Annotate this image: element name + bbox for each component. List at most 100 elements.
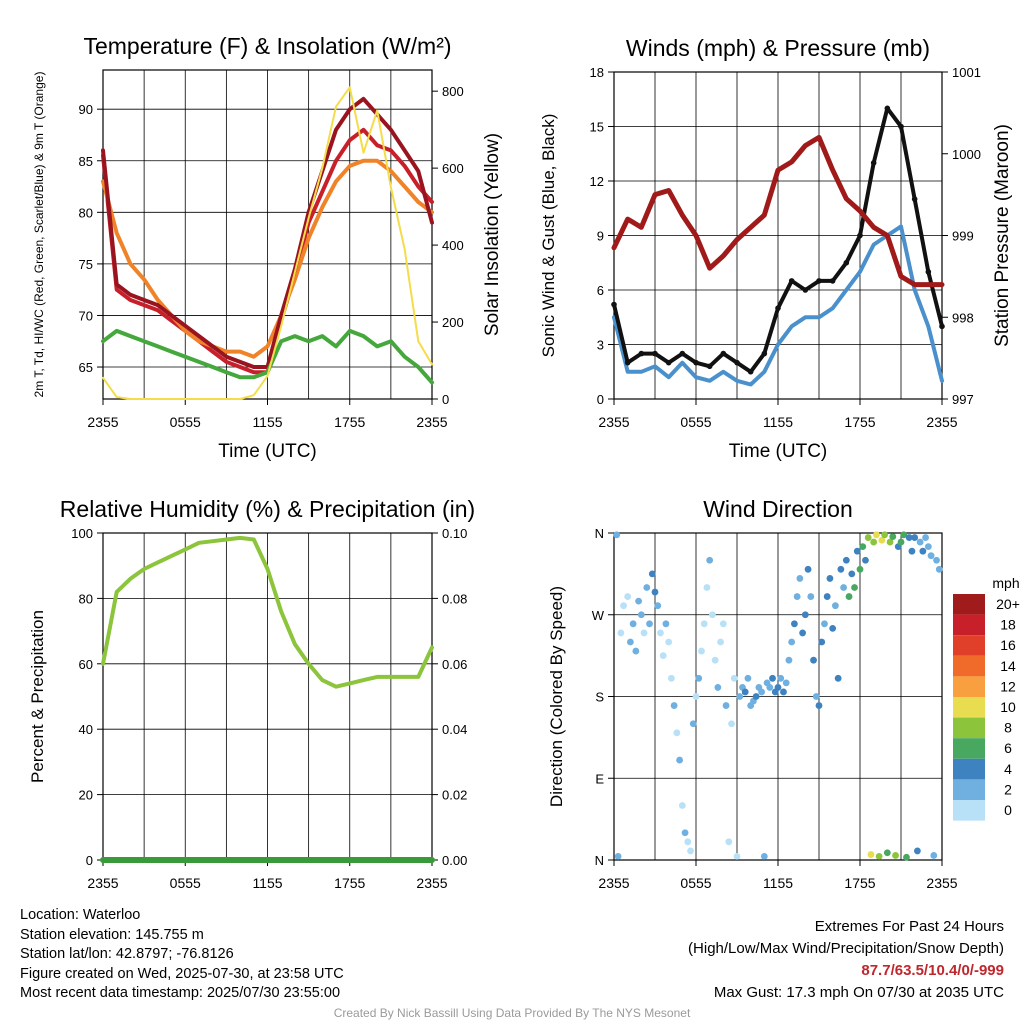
direction-point (681, 829, 689, 837)
gust-point (720, 350, 727, 357)
direction-point (900, 531, 908, 539)
gust-point (665, 359, 672, 366)
direction-point (654, 602, 662, 610)
x-axis-label: Time (UTC) (218, 441, 317, 462)
direction-point (935, 565, 943, 573)
series-line-solar (102, 86, 433, 400)
x-axis-label: Time (UTC) (729, 441, 828, 462)
y-tick-label-left: 18 (590, 65, 604, 80)
direction-point (613, 531, 621, 539)
y-tick-label-left: 20 (79, 788, 93, 803)
y-axis-label-right: Station Pressure (Maroon) (992, 124, 1013, 347)
y-axis-label-left: Sonic Wind & Gust (Blue, Black) (539, 114, 558, 358)
direction-point (845, 593, 853, 600)
y-tick-label-right: 999 (952, 229, 974, 244)
gust-point (747, 368, 754, 375)
y-axis-label-right: Solar Insolation (Yellow) (482, 133, 503, 336)
gust-point (624, 359, 631, 366)
direction-point (908, 547, 916, 555)
direction-point (617, 629, 625, 637)
direction-point (919, 547, 927, 555)
direction-point (668, 674, 675, 682)
chart-title: Wind Direction (703, 496, 853, 522)
direction-point (725, 838, 733, 846)
colorbar-swatch (953, 614, 985, 636)
y-tick-label-right: 997 (952, 392, 974, 407)
direction-point (818, 638, 826, 646)
colorbar-label: 4 (1004, 761, 1012, 777)
direction-point (741, 688, 749, 696)
y-tick-label-left: 80 (79, 205, 93, 220)
direction-tick-label: N (595, 853, 604, 868)
x-tick-label: 1155 (763, 875, 793, 891)
direction-point (864, 534, 872, 541)
x-tick-label: 2355 (926, 414, 957, 430)
gust-point (884, 105, 891, 112)
direction-point (632, 647, 640, 655)
direction-point (799, 629, 806, 637)
direction-point (875, 852, 883, 860)
direction-tick-label: S (595, 690, 604, 705)
direction-point (829, 624, 837, 632)
colorbar-swatch (953, 758, 985, 780)
elevation-text: Station elevation: 145.755 m (20, 926, 204, 943)
direction-point (853, 547, 861, 555)
gust-point (693, 359, 699, 366)
direction-point (881, 531, 888, 539)
direction-point (832, 602, 839, 610)
direction-point (703, 584, 711, 591)
direction-point (684, 838, 692, 846)
y-tick-label-left: 70 (79, 308, 93, 323)
direction-point (878, 536, 886, 544)
y-tick-label-right: 200 (442, 315, 464, 330)
gust-point (775, 305, 781, 311)
direction-point (812, 693, 820, 700)
direction-point (889, 533, 897, 541)
direction-point (676, 756, 683, 764)
y-tick-label-right: 0.06 (442, 657, 467, 672)
direction-point (848, 570, 856, 578)
direction-point (760, 852, 768, 860)
direction-point (785, 656, 793, 664)
direction-point (892, 852, 899, 859)
direction-point (807, 593, 815, 600)
x-tick-label: 1155 (252, 875, 282, 891)
direction-point (903, 853, 910, 861)
direction-point (801, 611, 809, 619)
direction-point (840, 584, 847, 591)
y-tick-label-left: 75 (79, 257, 93, 272)
direction-point (810, 656, 817, 664)
gust-point (638, 350, 645, 357)
y-tick-label-left: 40 (79, 722, 93, 737)
series-line-pressure (611, 134, 945, 288)
direction-tick-label: E (595, 771, 604, 786)
y-tick-label-right: 0.10 (442, 526, 467, 541)
y-tick-label-left: 9 (597, 229, 604, 244)
direction-point (886, 538, 894, 546)
direction-point (730, 674, 738, 682)
direction-point (933, 556, 940, 564)
y-tick-label-right: 0 (442, 392, 449, 407)
direction-point (687, 847, 694, 855)
extremes-subtitle: (High/Low/Max Wind/Precipitation/Snow De… (688, 940, 1004, 957)
direction-point (782, 679, 790, 687)
direction-point (793, 593, 801, 600)
direction-tick-label: W (592, 608, 605, 623)
chart-title: Relative Humidity (%) & Precipitation (i… (60, 496, 475, 522)
colorbar-swatch (953, 717, 985, 739)
direction-point (643, 584, 651, 591)
direction-point (637, 611, 645, 619)
direction-point (873, 531, 880, 539)
direction-point (614, 852, 622, 860)
chart-title: Winds (mph) & Pressure (mb) (626, 35, 930, 61)
direction-point (842, 556, 850, 564)
extremes-values: 87.7/63.5/10.4/0/-999 (861, 962, 1004, 979)
colorbar-label: 18 (1000, 617, 1016, 633)
direction-point (804, 565, 812, 573)
direction-point (698, 647, 705, 655)
x-tick-label: 1155 (763, 414, 793, 430)
y-tick-label-right: 600 (442, 161, 464, 176)
direction-point (670, 702, 678, 709)
direction-point (924, 543, 932, 551)
